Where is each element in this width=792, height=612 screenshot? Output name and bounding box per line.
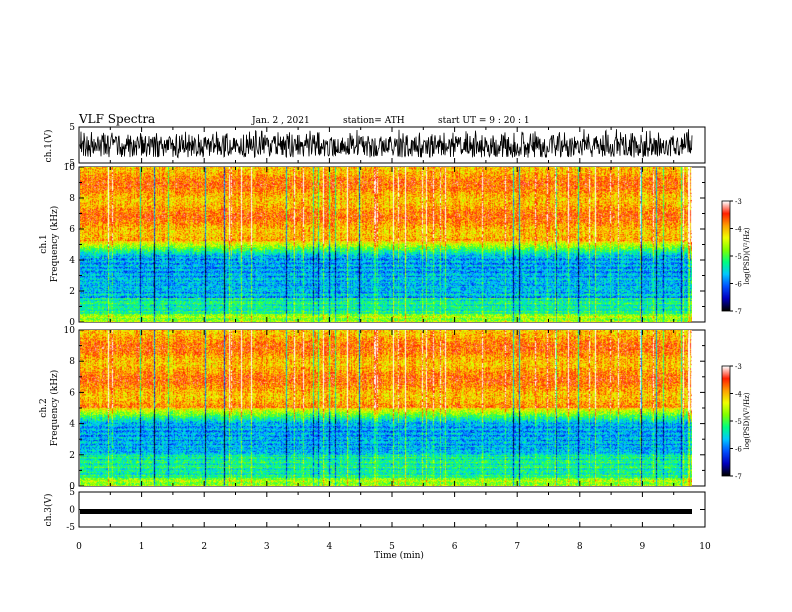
panel1-ytick-label: 2 [69, 287, 75, 297]
figure-title: VLF Spectra [78, 112, 155, 126]
panel2-ytick-label: 4 [69, 420, 75, 430]
colorbar1-tick-label: -7 [735, 473, 742, 481]
ch1-waveform-trace [79, 129, 693, 159]
panel2-ytick-label: 8 [69, 357, 75, 367]
xtick-label: 1 [139, 542, 145, 552]
panel1-ytick-label: 8 [69, 194, 75, 204]
xtick-label: 5 [389, 542, 395, 552]
colorbar1-tick-label: -6 [735, 446, 742, 454]
x-axis-title: Time (min) [374, 550, 424, 561]
ch2-spectrogram-ylabel-frequency: Frequency (kHz) [49, 370, 60, 447]
panel2-ytick-label: 10 [64, 326, 76, 336]
ch3-waveform-trace [80, 509, 692, 514]
ch2-spectrogram-ylabel: ch.2 [39, 398, 49, 417]
colorbar0-tick-label: -6 [735, 281, 742, 289]
xtick-label: 0 [76, 542, 82, 552]
ch3-waveform-ylabel: ch.3(V) [43, 494, 54, 527]
xtick-label: 4 [327, 542, 333, 552]
ch1-colorbar [721, 200, 731, 312]
panel3-ytick-label: 5 [69, 488, 75, 498]
panel2-ytick-label: 2 [69, 451, 75, 461]
colorbar0-tick-label: -4 [735, 226, 742, 234]
xtick-label: 2 [201, 542, 207, 552]
panel1-ytick-label: 10 [64, 163, 76, 173]
ch1-waveform-ylabel: ch.1(V) [43, 130, 54, 163]
panel0-ytick-label: 5 [69, 123, 75, 133]
ch1-colorbar-label: log(PSD)(V²/Hz) [743, 227, 751, 284]
start-time-label: start UT = 9 : 20 : 1 [438, 116, 530, 126]
colorbar1-tick-label: -4 [735, 391, 742, 399]
colorbar1-tick-label: -3 [735, 363, 742, 371]
xtick-label: 9 [640, 542, 646, 552]
ch2-colorbar [721, 365, 731, 477]
panel1-ytick-label: 6 [69, 225, 75, 235]
panel0-ytick-label: -5 [66, 159, 75, 169]
xtick-label: 3 [264, 542, 270, 552]
ch2-colorbar-label: log(PSD)(V²/Hz) [743, 392, 751, 449]
ch2-spectrogram [80, 330, 692, 486]
ch1-spectrogram-ylabel: ch.1 [39, 234, 49, 253]
date-label: Jan. 2 , 2021 [251, 116, 310, 126]
panel1-ytick-label: 0 [69, 318, 75, 328]
panel3-ytick-label: 0 [69, 506, 75, 516]
xtick-label: 10 [699, 542, 711, 552]
ch1-spectrogram-ylabel-frequency: Frequency (kHz) [49, 206, 60, 283]
panel1-ytick-label: 4 [69, 256, 75, 266]
colorbar0-tick-label: -5 [735, 253, 742, 261]
xtick-label: 7 [514, 542, 520, 552]
xtick-label: 6 [452, 542, 458, 552]
panel3-ytick-label: -5 [66, 523, 75, 533]
xtick-label: 8 [577, 542, 583, 552]
ch1-spectrogram [80, 167, 692, 322]
colorbar0-tick-label: -7 [735, 308, 742, 316]
colorbar1-tick-label: -5 [735, 418, 742, 426]
colorbar0-tick-label: -3 [735, 198, 742, 206]
station-label: station= ATH [343, 116, 405, 126]
panel2-ytick-label: 6 [69, 388, 75, 398]
panel2-ytick-label: 0 [69, 482, 75, 492]
